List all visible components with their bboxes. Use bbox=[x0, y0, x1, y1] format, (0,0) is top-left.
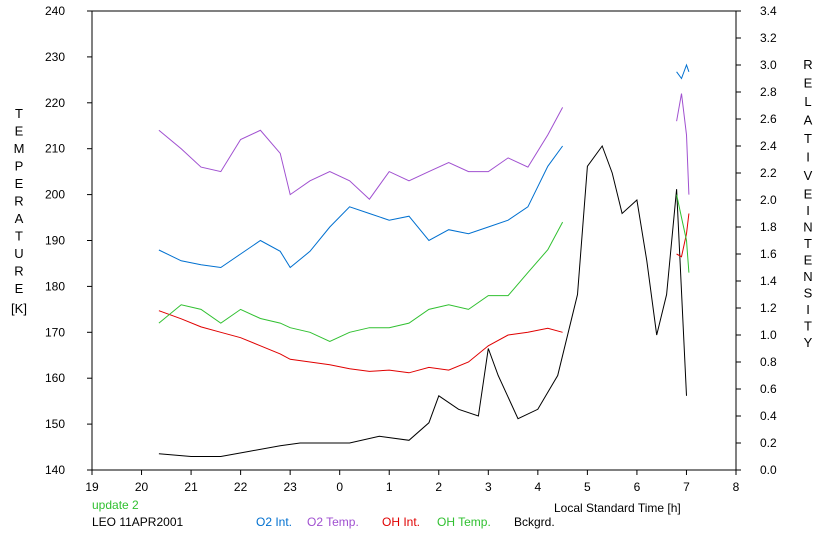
y-left-label-letter: R bbox=[14, 264, 23, 279]
y-left-tick-label: 210 bbox=[45, 142, 65, 156]
y-right-label-letter: N bbox=[803, 220, 812, 235]
y-right-tick-label: 0.8 bbox=[760, 355, 777, 369]
y-right-tick-label: 1.0 bbox=[760, 328, 777, 342]
y-left-label-letter: T bbox=[15, 106, 23, 121]
legend-entry: OH Int. bbox=[382, 515, 420, 529]
y-right-tick-label: 0.2 bbox=[760, 436, 777, 450]
y-right-tick-label: 2.6 bbox=[760, 112, 777, 126]
series-layer bbox=[158, 63, 690, 457]
y-left-label-letter: P bbox=[15, 159, 24, 174]
x-tick-label: 23 bbox=[283, 480, 297, 494]
site-date-annotation: LEO 11APR2001 bbox=[92, 515, 183, 529]
series-line-7 bbox=[676, 213, 690, 258]
y-right-label-letter: T bbox=[804, 236, 812, 251]
update-annotation: update 2 bbox=[92, 498, 139, 512]
y-right-label-letter: L bbox=[804, 94, 811, 109]
plot-frame bbox=[91, 10, 737, 471]
y-right-label-letter: T bbox=[804, 131, 812, 146]
series-line-1 bbox=[158, 107, 564, 200]
y-left-tick-label: 190 bbox=[45, 234, 65, 248]
series-line-0 bbox=[158, 145, 564, 269]
y-right-label-letter: I bbox=[806, 203, 810, 218]
y-left-tick-label: 240 bbox=[45, 4, 65, 18]
y-right-tick-label: 2.0 bbox=[760, 193, 777, 207]
y-left-tick-label: 220 bbox=[45, 96, 65, 110]
y-left-label-letter: E bbox=[15, 124, 24, 139]
y-left-label-letter: M bbox=[14, 141, 25, 156]
series-line-6 bbox=[676, 93, 690, 195]
y-right-label-letter: E bbox=[804, 76, 813, 91]
y-left-tick-label: 160 bbox=[45, 371, 65, 385]
series-line-3 bbox=[158, 221, 564, 343]
x-tick-label: 19 bbox=[85, 480, 99, 494]
x-axis-label: Local Standard Time [h] bbox=[554, 501, 681, 515]
y-right-tick-label: 3.4 bbox=[760, 4, 777, 18]
y-left-label-letter: E bbox=[15, 176, 24, 191]
series-line-8 bbox=[676, 194, 690, 273]
x-tick-label: 2 bbox=[435, 480, 442, 494]
y-right-label-letter: Y bbox=[804, 335, 813, 350]
y-right-tick-label: 3.0 bbox=[760, 58, 777, 72]
series-line-4 bbox=[158, 144, 687, 457]
y-left-tick-label: 180 bbox=[45, 279, 65, 293]
y-right-tick-label: 2.8 bbox=[760, 85, 777, 99]
y-left-label-letter: E bbox=[15, 281, 24, 296]
legend-entry: O2 Temp. bbox=[307, 515, 359, 529]
y-left-tick-label: 150 bbox=[45, 417, 65, 431]
y-right-label-letter: I bbox=[806, 302, 810, 317]
y-right-label-letter: R bbox=[803, 57, 812, 72]
y-left-tick-label: 200 bbox=[45, 188, 65, 202]
y-left-tick-label: 230 bbox=[45, 50, 65, 64]
x-tick-label: 0 bbox=[336, 480, 343, 494]
x-tick-label: 6 bbox=[634, 480, 641, 494]
x-tick-label: 20 bbox=[135, 480, 149, 494]
x-tick-label: 8 bbox=[733, 480, 740, 494]
y-left-label-letter: U bbox=[14, 246, 23, 261]
x-axis: 19 20 21 22 23 0 1 2 3 4 5 6 7 8 bbox=[85, 470, 740, 494]
y-left-label-unit: [K] bbox=[11, 301, 27, 316]
y-right-tick-label: 2.4 bbox=[760, 139, 777, 153]
y-left-label-letter: A bbox=[15, 211, 24, 226]
y-right-label-letter: T bbox=[804, 319, 812, 334]
y-left-tick-label: 140 bbox=[45, 463, 65, 477]
y-left-label-letter: R bbox=[14, 194, 23, 209]
y-right-label-letter: E bbox=[804, 253, 813, 268]
x-tick-label: 21 bbox=[184, 480, 198, 494]
y-right-tick-label: 1.4 bbox=[760, 274, 777, 288]
y-left-tick-label: 170 bbox=[45, 325, 65, 339]
y-axis-left: 140 150 160 170 180 190 200 210 220 230 240 bbox=[45, 4, 92, 477]
y-right-label-letter: S bbox=[804, 286, 813, 301]
x-tick-label: 7 bbox=[683, 480, 690, 494]
y-right-tick-label: 0.6 bbox=[760, 382, 777, 396]
y-right-label-letter: V bbox=[804, 168, 813, 183]
y-right-label-letter: N bbox=[803, 269, 812, 284]
y-right-tick-label: 1.6 bbox=[760, 247, 777, 261]
legend-entry: Bckgrd. bbox=[514, 515, 555, 529]
x-tick-label: 4 bbox=[535, 480, 542, 494]
y-right-label-letter: A bbox=[804, 113, 813, 128]
legend: O2 Int. O2 Temp. OH Int. OH Temp. Bckgrd. bbox=[256, 515, 555, 529]
y-right-label-letter: I bbox=[806, 150, 810, 165]
legend-entry: O2 Int. bbox=[256, 515, 292, 529]
x-tick-label: 1 bbox=[386, 480, 393, 494]
series-line-5 bbox=[676, 63, 690, 80]
y-left-label-letter: T bbox=[15, 229, 23, 244]
x-tick-label: 5 bbox=[584, 480, 591, 494]
y-right-label-letter: E bbox=[804, 187, 813, 202]
y-right-tick-label: 1.8 bbox=[760, 220, 777, 234]
y-right-tick-label: 3.2 bbox=[760, 31, 777, 45]
y-right-tick-label: 0.4 bbox=[760, 409, 777, 423]
y-right-tick-label: 1.2 bbox=[760, 301, 777, 315]
x-tick-label: 3 bbox=[485, 480, 492, 494]
y-right-tick-label: 2.2 bbox=[760, 166, 777, 180]
legend-entry: OH Temp. bbox=[437, 515, 491, 529]
y-axis-right: 0.0 0.2 0.4 0.6 0.8 1.0 1.2 1.4 1.6 1.8 2.0 2.2 2.4 2… bbox=[736, 4, 777, 477]
series-line-2 bbox=[158, 310, 563, 374]
y-right-tick-label: 0.0 bbox=[760, 463, 777, 477]
x-tick-label: 22 bbox=[234, 480, 248, 494]
